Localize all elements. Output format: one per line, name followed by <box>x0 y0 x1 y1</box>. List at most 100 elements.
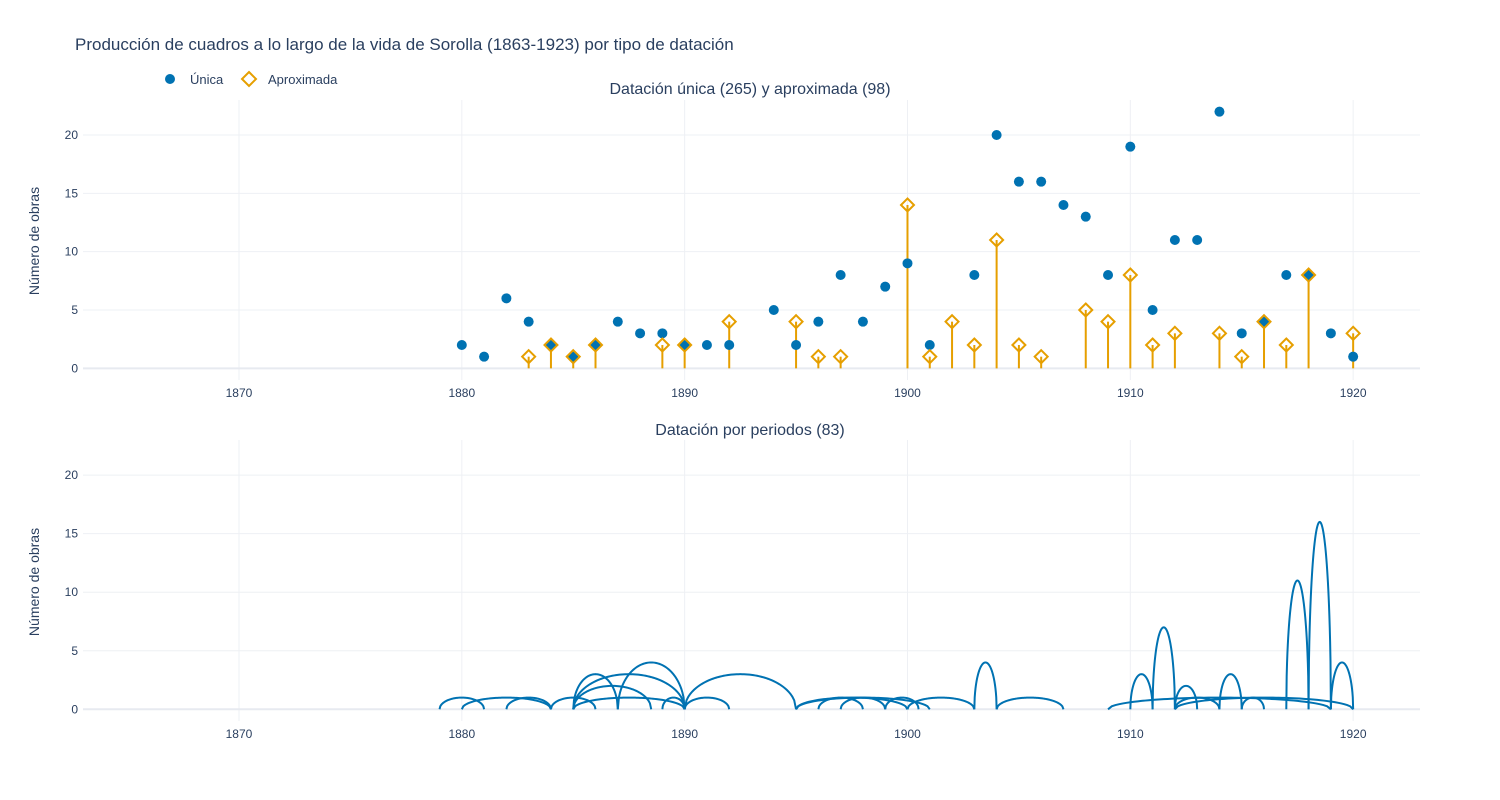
aproximada-point <box>1278 337 1295 353</box>
unica-point <box>1169 235 1180 245</box>
aproximada-point <box>988 232 1005 248</box>
aproximada-point <box>944 313 960 330</box>
period-arc <box>683 673 798 710</box>
unica-point <box>1080 211 1091 222</box>
x-tick-label: 1900 <box>894 386 921 400</box>
period-arc <box>973 661 998 710</box>
aproximada-point <box>1256 313 1272 330</box>
period-arc <box>1307 520 1332 710</box>
x-tick-label: 1890 <box>671 386 698 400</box>
unica-point <box>1036 176 1047 187</box>
legend-item-aproximada[interactable]: Aproximada <box>240 70 338 88</box>
period-arc <box>884 696 920 710</box>
unica-point <box>991 130 1002 140</box>
y-tick-label: 15 <box>65 527 79 541</box>
top-panel-ticks: 1870 1880 1890 1900 1910 1920 0 5 10 15 20 <box>65 128 1367 400</box>
aproximada-point <box>1010 337 1027 353</box>
aproximada-point <box>788 313 804 330</box>
bottom-panel-y-axis-title: Número de obras <box>26 528 42 636</box>
period-arc <box>1174 696 1354 710</box>
period-arc <box>572 684 653 710</box>
unica-point <box>1058 200 1069 210</box>
aproximada-point <box>1345 325 1362 342</box>
aproximada-point <box>1233 348 1250 365</box>
bottom-panel-ticks: 1870 1880 1890 1900 1910 1920 0 5 10 15 20 <box>65 468 1367 741</box>
unica-point <box>1147 305 1158 315</box>
legend-diamond-marker <box>240 70 258 88</box>
period-arc <box>1151 626 1176 710</box>
unica-point <box>568 351 579 362</box>
aproximada-point <box>587 337 604 353</box>
unica-point <box>1303 270 1314 280</box>
y-tick-label: 0 <box>71 361 78 375</box>
aproximada-point <box>899 197 916 213</box>
unica-point <box>902 258 913 269</box>
x-tick-label: 1910 <box>1117 386 1144 400</box>
unica-point <box>857 316 868 327</box>
unica-point <box>456 340 467 350</box>
top-panel-grid <box>83 100 1420 380</box>
aproximada-point <box>810 348 827 365</box>
unica-point <box>1125 141 1136 152</box>
period-arc <box>1173 684 1199 710</box>
x-tick-label: 1920 <box>1340 727 1367 741</box>
x-tick-label: 1900 <box>894 727 921 741</box>
unica-point <box>590 340 601 350</box>
unica-point <box>880 281 891 292</box>
unica-point <box>1103 270 1114 280</box>
unica-point <box>1236 328 1247 339</box>
aproximada-point <box>966 337 983 353</box>
period-arc <box>505 696 552 710</box>
y-tick-label: 0 <box>71 702 78 716</box>
unica-point <box>612 316 623 327</box>
aproximada-point <box>543 337 559 353</box>
period-arc <box>1285 579 1310 710</box>
aproximada-point <box>1144 337 1161 353</box>
y-tick-label: 5 <box>71 644 78 658</box>
unica-point <box>768 305 779 315</box>
aproximada-point <box>1077 302 1094 318</box>
unica-point <box>1348 351 1359 362</box>
unica-point <box>813 316 824 327</box>
y-tick-label: 20 <box>65 468 79 482</box>
period-arc <box>1240 696 1266 710</box>
period-arc <box>1129 673 1154 710</box>
legend-item-unica[interactable]: Única <box>165 72 224 87</box>
x-tick-label: 1880 <box>448 386 475 400</box>
period-arc <box>572 673 619 710</box>
unica-point <box>679 340 690 350</box>
aproximada-point <box>921 348 938 365</box>
unica-point <box>1214 106 1225 117</box>
y-tick-label: 10 <box>65 585 79 599</box>
unica-point <box>1013 176 1024 187</box>
aproximada-point <box>1166 325 1183 342</box>
aproximada-point <box>832 348 849 365</box>
bottom-panel-marks <box>438 520 1355 711</box>
aproximada-point <box>1300 267 1317 283</box>
unica-point <box>523 316 534 327</box>
top-panel-y-axis-title: Número de obras <box>26 187 42 295</box>
period-arc <box>460 696 552 710</box>
unica-point <box>835 270 846 280</box>
x-tick-label: 1870 <box>226 727 253 741</box>
unica-point <box>1281 270 1292 280</box>
unica-point <box>657 328 668 339</box>
period-arc <box>572 673 686 710</box>
y-tick-label: 15 <box>65 186 79 200</box>
unica-point <box>1325 328 1336 339</box>
unica-point <box>1259 316 1270 327</box>
legend[interactable]: Única Aproximada <box>165 70 338 88</box>
period-arc <box>839 696 887 710</box>
x-tick-label: 1890 <box>671 727 698 741</box>
unica-point <box>791 340 802 350</box>
aproximada-point <box>654 337 671 353</box>
unica-point <box>479 351 490 362</box>
top-panel-marks <box>456 106 1362 369</box>
period-arc <box>817 696 864 710</box>
y-tick-label: 20 <box>65 128 79 142</box>
aproximada-point <box>1033 348 1050 365</box>
y-tick-label: 10 <box>65 245 79 259</box>
top-panel-title: Datación única (265) y aproximada (98) <box>609 81 890 98</box>
bottom-panel-grid <box>83 440 1420 721</box>
